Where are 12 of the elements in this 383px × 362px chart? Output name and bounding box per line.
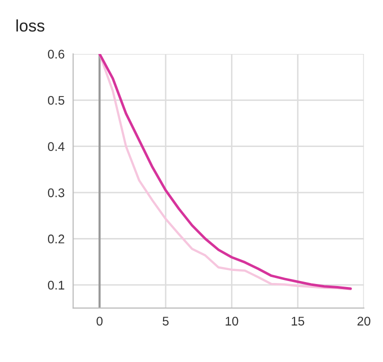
x-tick-label: 5	[162, 316, 169, 326]
x-tick-label: 15	[292, 316, 304, 326]
y-tick-label: 0.5	[48, 96, 64, 105]
x-tick-label: 10	[226, 316, 238, 326]
x-tick-label: 20	[358, 316, 370, 326]
y-tick-label: 0.6	[48, 50, 64, 59]
y-tick-label: 0.4	[48, 142, 64, 151]
y-tick-label: 0.2	[48, 234, 64, 244]
x-tick-label: 0	[96, 316, 103, 326]
y-tick-label: 0.1	[48, 280, 64, 290]
chart-title: loss	[16, 19, 44, 32]
y-tick-label: 0.3	[48, 188, 64, 198]
